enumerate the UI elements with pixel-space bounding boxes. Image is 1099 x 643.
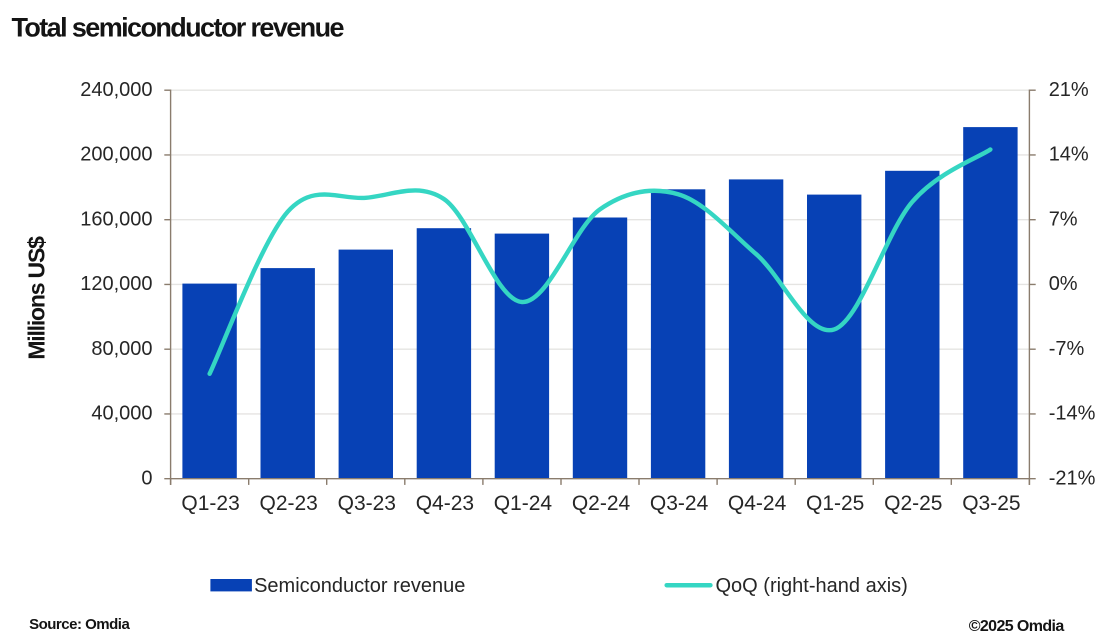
svg-text:Source: Omdia: Source: Omdia [29, 616, 130, 633]
svg-text:©2025 Omdia: ©2025 Omdia [969, 618, 1065, 635]
svg-text:Q1-25: Q1-25 [806, 492, 864, 515]
svg-text:200,000: 200,000 [80, 144, 152, 166]
svg-text:Q1-23: Q1-23 [181, 492, 239, 515]
svg-text:0%: 0% [1049, 273, 1078, 295]
svg-text:Total semiconductor revenue: Total semiconductor revenue [12, 13, 345, 43]
svg-text:Millions US$: Millions US$ [24, 236, 50, 360]
svg-text:40,000: 40,000 [91, 403, 152, 425]
svg-text:Semiconductor revenue: Semiconductor revenue [254, 575, 465, 597]
svg-text:Q4-23: Q4-23 [416, 492, 474, 515]
svg-text:-21%: -21% [1049, 468, 1096, 490]
svg-text:Q2-23: Q2-23 [260, 492, 318, 515]
svg-text:80,000: 80,000 [91, 338, 152, 360]
svg-text:QoQ (right-hand axis): QoQ (right-hand axis) [716, 575, 908, 597]
svg-text:7%: 7% [1049, 209, 1078, 231]
svg-text:Q2-25: Q2-25 [884, 492, 942, 515]
svg-text:Q1-24: Q1-24 [494, 492, 553, 515]
svg-text:Q2-24: Q2-24 [572, 492, 631, 515]
svg-text:14%: 14% [1049, 144, 1089, 166]
svg-text:Q4-24: Q4-24 [728, 492, 787, 515]
svg-text:Q3-23: Q3-23 [338, 492, 396, 515]
svg-text:160,000: 160,000 [80, 209, 152, 231]
svg-text:120,000: 120,000 [80, 273, 152, 295]
svg-text:-7%: -7% [1049, 338, 1085, 360]
svg-text:-14%: -14% [1049, 403, 1096, 425]
svg-text:Q3-24: Q3-24 [650, 492, 709, 515]
svg-text:0: 0 [141, 468, 152, 490]
svg-text:240,000: 240,000 [80, 79, 152, 101]
svg-text:21%: 21% [1049, 79, 1089, 101]
svg-text:Q3-25: Q3-25 [962, 492, 1020, 515]
